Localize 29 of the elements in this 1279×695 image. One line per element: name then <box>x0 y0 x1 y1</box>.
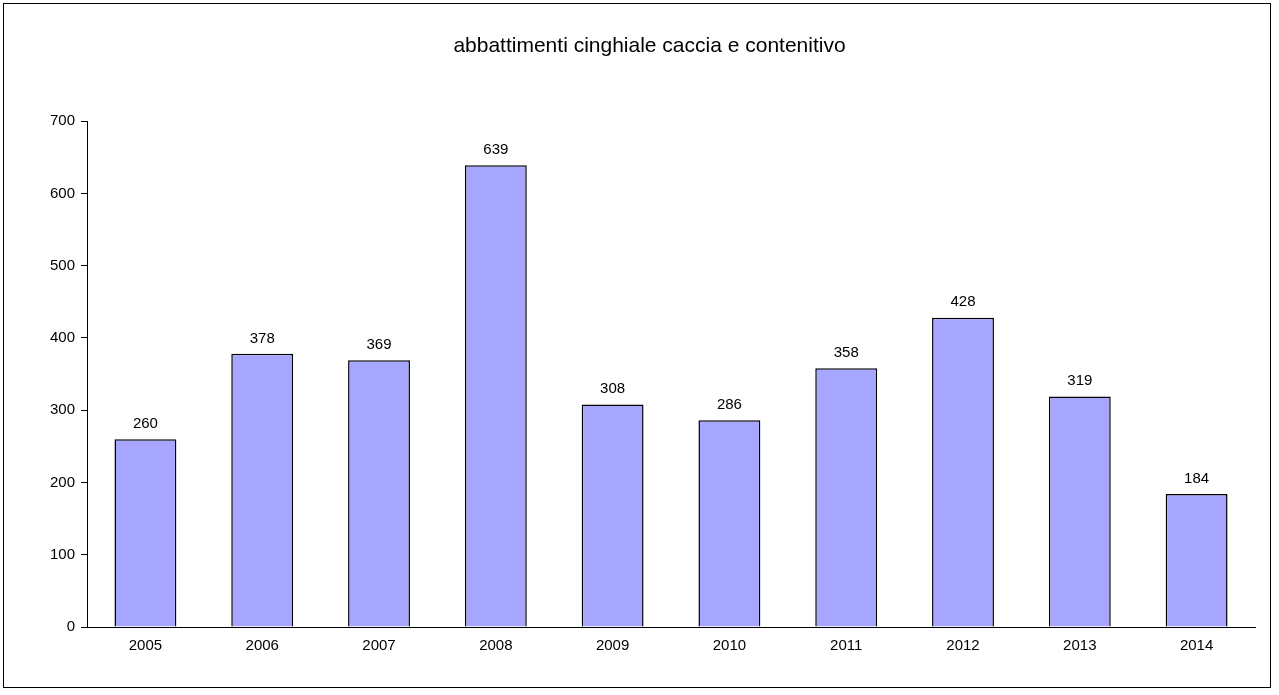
x-tick-label: 2010 <box>712 636 747 654</box>
x-tick-label: 2005 <box>128 636 163 654</box>
data-label: 260 <box>132 413 158 431</box>
y-tick-label: 300 <box>50 400 76 418</box>
y-tick-label: 0 <box>66 617 76 635</box>
x-tick-label: 2009 <box>595 636 630 654</box>
x-tick-label: 2011 <box>830 636 863 654</box>
chart-title: abbattimenti cinghiale caccia e contenitivo <box>453 33 846 57</box>
data-label: 308 <box>600 379 626 397</box>
y-tick-label: 600 <box>50 183 76 201</box>
y-tick-label: 700 <box>50 111 76 129</box>
x-tick-label: 2013 <box>1063 636 1097 654</box>
data-label: 639 <box>483 139 509 157</box>
data-label: 358 <box>833 342 859 360</box>
x-tick-label: 2007 <box>362 636 396 654</box>
data-label: 184 <box>1184 468 1210 486</box>
data-label: 369 <box>366 335 392 353</box>
x-tick-label: 2014 <box>1179 636 1214 654</box>
x-tick-label: 2008 <box>479 636 513 654</box>
x-tick-label: 2006 <box>245 636 279 654</box>
data-label: 378 <box>249 328 275 346</box>
x-tick-label: 2012 <box>946 636 980 654</box>
y-tick-label: 500 <box>50 255 76 273</box>
data-label: 286 <box>716 394 742 412</box>
data-label: 319 <box>1067 371 1093 389</box>
y-tick-label: 400 <box>50 328 76 346</box>
data-label: 428 <box>950 292 976 310</box>
y-tick-label: 100 <box>50 544 76 562</box>
y-tick-label: 200 <box>50 472 76 490</box>
